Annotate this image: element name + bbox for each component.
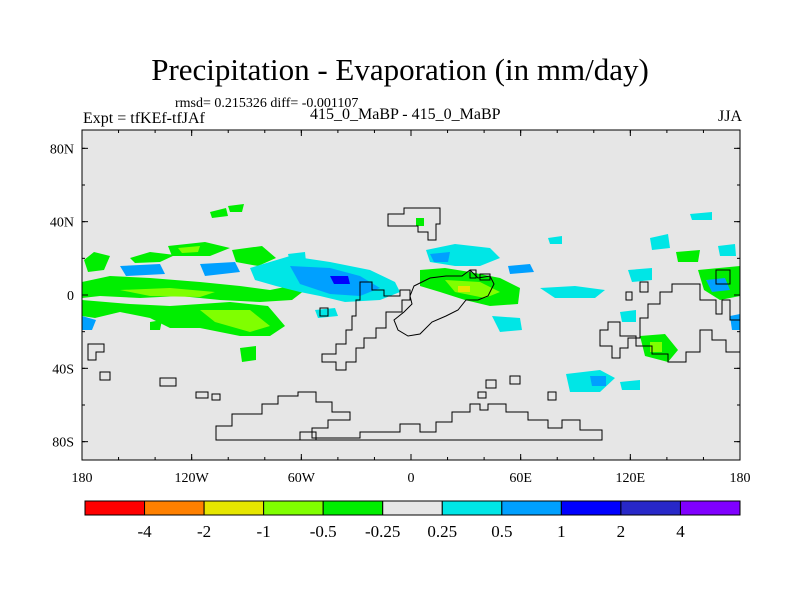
- colorbar-label: 0.25: [427, 522, 457, 541]
- season-label: JJA: [717, 108, 742, 125]
- lon-tick-label: 60W: [288, 471, 316, 486]
- colorbar-swatch: [322, 500, 384, 516]
- lat-tick-label: 80N: [50, 142, 74, 157]
- lat-tick-label: 80S: [52, 436, 74, 451]
- experiment-label: Expt = tfKEf-tfJAf: [83, 110, 205, 127]
- longitude-axis: 180 120W 60W 0 60E 120E 180: [72, 130, 751, 486]
- latitude-axis: 80N 40N 0 40S 80S: [50, 142, 740, 451]
- colorbar-label: -0.25: [365, 522, 400, 541]
- colorbar-label: -4: [137, 522, 152, 541]
- stats-label: rmsd= 0.215326 diff= -0.001107: [175, 96, 359, 111]
- chart-title: Precipitation - Evaporation (in mm/day): [151, 52, 649, 87]
- lon-tick-label: 0: [408, 471, 415, 486]
- colorbar-label: 2: [617, 522, 626, 541]
- colorbar-swatch: [441, 500, 503, 516]
- colorbar-swatch: [620, 500, 681, 516]
- coastlines: [87, 207, 741, 441]
- colorbar-label: -0.5: [310, 522, 337, 541]
- lon-tick-label: 180: [730, 471, 751, 486]
- colorbar-swatch: [679, 500, 741, 516]
- center-label: 415_0_MaBP - 415_0_MaBP: [310, 106, 501, 123]
- colorbar-swatch: [203, 500, 265, 516]
- colorbar-label: 4: [676, 522, 685, 541]
- colorbar: [84, 500, 741, 516]
- colorbar-swatch: [501, 500, 562, 516]
- lon-tick-label: 120E: [616, 471, 646, 486]
- colorbar-swatch: [144, 500, 205, 516]
- lat-tick-label: 0: [67, 289, 74, 304]
- anomaly-field: [82, 204, 740, 392]
- colorbar-label: 1: [557, 522, 566, 541]
- lon-tick-label: 180: [72, 471, 93, 486]
- lat-tick-label: 40N: [50, 216, 74, 231]
- colorbar-label: 0.5: [491, 522, 512, 541]
- lon-tick-label: 60E: [509, 471, 532, 486]
- colorbar-swatch: [263, 500, 324, 516]
- colorbar-labels: -4 -2 -1 -0.5 -0.25 0.25 0.5 1 2 4: [137, 522, 685, 541]
- colorbar-label: -1: [257, 522, 271, 541]
- colorbar-swatch: [560, 500, 622, 516]
- colorbar-label: -2: [197, 522, 211, 541]
- lat-tick-label: 40S: [52, 362, 74, 377]
- colorbar-swatch: [382, 500, 443, 516]
- lon-tick-label: 120W: [175, 471, 210, 486]
- colorbar-swatch: [84, 500, 146, 516]
